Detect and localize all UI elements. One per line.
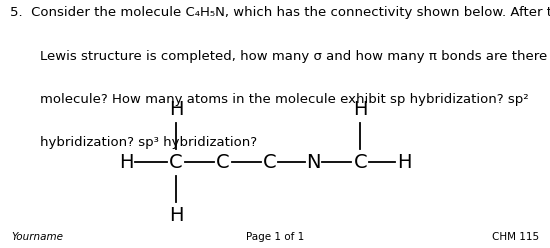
Text: C: C — [354, 153, 367, 172]
Text: H: H — [169, 100, 183, 119]
Text: C: C — [169, 153, 183, 172]
Text: H: H — [353, 100, 367, 119]
Text: Yourname: Yourname — [11, 232, 63, 242]
Text: H: H — [119, 153, 134, 172]
Text: 5.  Consider the molecule C₄H₅N, which has the connectivity shown below. After t: 5. Consider the molecule C₄H₅N, which ha… — [10, 6, 550, 19]
Text: Lewis structure is completed, how many σ and how many π bonds are there in this: Lewis structure is completed, how many σ… — [40, 50, 550, 62]
Text: Page 1 of 1: Page 1 of 1 — [246, 232, 304, 242]
Text: N: N — [306, 153, 321, 172]
Text: CHM 115: CHM 115 — [492, 232, 539, 242]
Text: H: H — [169, 206, 183, 225]
Text: C: C — [216, 153, 229, 172]
Text: hybridization? sp³ hybridization?: hybridization? sp³ hybridization? — [40, 136, 257, 149]
Text: C: C — [263, 153, 276, 172]
Text: molecule? How many atoms in the molecule exhibit sp hybridization? sp²: molecule? How many atoms in the molecule… — [40, 93, 529, 106]
Text: H: H — [397, 153, 411, 172]
